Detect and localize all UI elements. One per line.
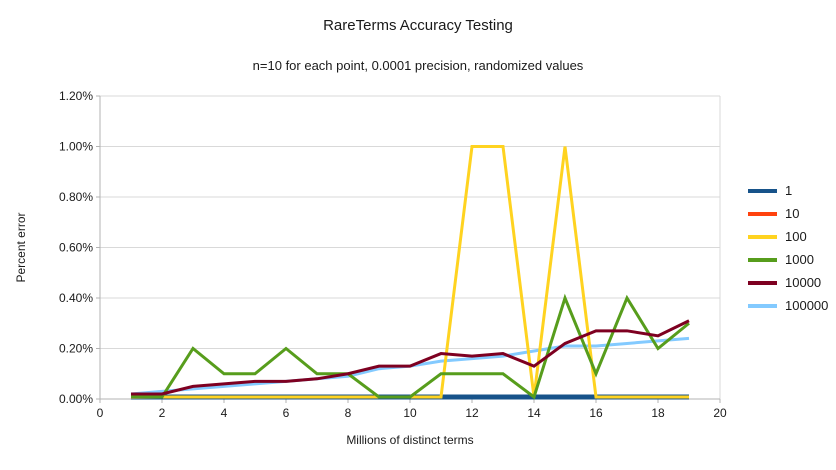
legend-label-10000: 10000 — [785, 275, 822, 290]
legend-swatch-1000 — [748, 257, 777, 262]
x-tick-label: 6 — [283, 406, 290, 420]
legend-item-10: 10 — [748, 202, 828, 225]
x-axis-title: Millions of distinct terms — [346, 433, 473, 447]
y-tick-label: 0.00% — [59, 392, 93, 406]
y-tick-label: 1.00% — [59, 140, 93, 154]
x-tick-label: 16 — [589, 406, 603, 420]
x-tick-label: 10 — [403, 406, 417, 420]
legend-item-100: 100 — [748, 225, 828, 248]
y-axis-title: Percent error — [14, 212, 28, 282]
legend-label-10: 10 — [785, 206, 800, 221]
legend-swatch-1 — [748, 188, 777, 193]
legend-item-100000: 100000 — [748, 294, 828, 317]
legend-label-100: 100 — [785, 229, 807, 244]
x-tick-label: 2 — [159, 406, 166, 420]
series-line-1000 — [130, 293, 690, 400]
chart-title: RareTerms Accuracy Testing — [323, 17, 513, 34]
legend-label-1: 1 — [785, 183, 793, 198]
x-tick-label: 20 — [713, 406, 727, 420]
x-tick-label: 14 — [527, 406, 541, 420]
y-tick-label: 0.60% — [59, 241, 93, 255]
x-tick-label: 0 — [97, 406, 104, 420]
y-tick-label: 1.20% — [59, 89, 93, 103]
legend-item-1000: 1000 — [748, 248, 828, 271]
legend-label-1000: 1000 — [785, 252, 814, 267]
legend-swatch-100 — [748, 234, 777, 239]
legend-swatch-10 — [748, 211, 777, 216]
legend-label-100000: 100000 — [785, 298, 829, 313]
x-tick-label: 12 — [465, 406, 479, 420]
y-tick-label: 0.40% — [59, 291, 93, 305]
legend-swatch-10000 — [748, 280, 777, 285]
legend-item-1: 1 — [748, 179, 828, 202]
legend-swatch-100000 — [748, 303, 777, 308]
y-tick-label: 0.80% — [59, 190, 93, 204]
chart-subtitle: n=10 for each point, 0.0001 precision, r… — [252, 58, 584, 73]
legend-item-10000: 10000 — [748, 271, 828, 294]
y-tick-label: 0.20% — [59, 342, 93, 356]
x-tick-label: 18 — [651, 406, 665, 420]
series-line-100 — [131, 145, 689, 399]
x-tick-label: 4 — [221, 406, 228, 420]
series-line-10000 — [131, 319, 690, 396]
legend: 1 10 100 1000 10000 100000 — [748, 179, 828, 317]
x-tick-label: 8 — [345, 406, 352, 420]
